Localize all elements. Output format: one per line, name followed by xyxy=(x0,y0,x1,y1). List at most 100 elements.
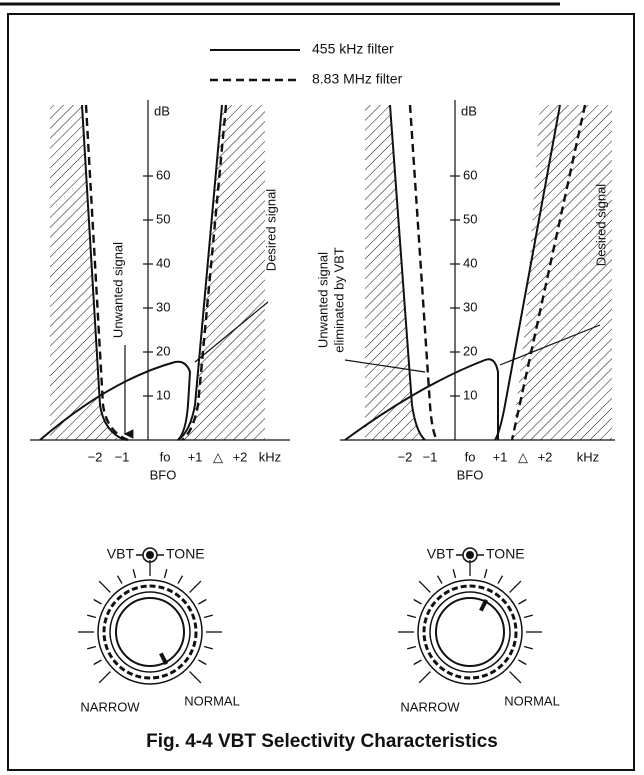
dial-tick xyxy=(203,614,213,619)
right-plot: Unwanted signal eliminated by VBT Desire… xyxy=(315,100,615,441)
dial-tick xyxy=(98,671,111,684)
x-tick-label: −2 xyxy=(88,449,103,464)
dial-tick xyxy=(483,569,488,579)
left-plot: Unwanted signal Desired signal xyxy=(30,100,290,442)
y-tick-label: 50 xyxy=(156,211,170,226)
dial-tick xyxy=(418,580,431,593)
dial-tick xyxy=(518,598,527,605)
y-tick-label: 30 xyxy=(463,299,477,314)
x-tick-label: +1 xyxy=(493,449,508,464)
annotation: Unwanted signal xyxy=(110,242,125,338)
knob-ring xyxy=(429,591,511,673)
hatch xyxy=(512,105,612,440)
knob-cap xyxy=(435,597,505,667)
leader xyxy=(499,324,601,366)
x-label: BFO xyxy=(457,467,484,482)
y-tick-label: 10 xyxy=(463,387,477,402)
knob-cap xyxy=(115,597,185,667)
annotation: Unwanted signal xyxy=(315,252,330,348)
annotation: Desired signal xyxy=(593,184,608,266)
dial-tick xyxy=(189,580,202,593)
dial-tick xyxy=(98,580,111,593)
pointer xyxy=(159,652,169,665)
dial-tick xyxy=(413,659,422,666)
x-tick-label: △ xyxy=(213,449,223,464)
y-tick-label: 10 xyxy=(156,387,170,402)
dial-tick xyxy=(163,569,168,579)
filter-curve xyxy=(389,104,426,441)
y-unit: dB xyxy=(461,103,477,118)
dial-tick xyxy=(452,569,457,579)
dial-tick xyxy=(93,659,102,666)
filter-curve xyxy=(510,104,587,441)
x-tick-label: kHz xyxy=(259,449,281,464)
x-tick-label: +2 xyxy=(233,449,248,464)
y-tick-label: 30 xyxy=(156,299,170,314)
frame xyxy=(7,13,635,771)
knob-label: VBT xyxy=(427,546,455,562)
dial-tick xyxy=(418,671,431,684)
filter-curve xyxy=(494,104,561,441)
dial-tick xyxy=(407,645,417,650)
leader xyxy=(194,301,269,363)
hatch xyxy=(50,105,120,440)
y-tick-label: 60 xyxy=(156,167,170,182)
dial-tick xyxy=(497,575,504,584)
y-tick-label: 20 xyxy=(156,343,170,358)
knob-label: NORMAL xyxy=(504,693,560,708)
filter-curve xyxy=(408,104,439,441)
knob-label: NORMAL xyxy=(184,693,240,708)
annotation: Desired signal xyxy=(263,189,278,271)
x-tick-label: −2 xyxy=(398,449,413,464)
filter-curve xyxy=(81,104,126,441)
dial-tick xyxy=(436,575,443,584)
legend-label: 8.83 MHz filter xyxy=(312,71,403,87)
dial-tick xyxy=(87,614,97,619)
annotation: eliminated by VBT xyxy=(331,247,346,353)
dial-tick xyxy=(509,671,522,684)
y-tick-label: 20 xyxy=(463,343,477,358)
knob-label: NARROW xyxy=(80,699,140,714)
dial-tick xyxy=(198,659,207,666)
knob-ring xyxy=(97,579,203,685)
switch-dot xyxy=(466,551,474,559)
x-tick-label: +1 xyxy=(188,449,203,464)
dial-tick xyxy=(177,575,184,584)
dial-tick xyxy=(132,569,137,579)
knob-label: VBT xyxy=(107,546,135,562)
filter-curve xyxy=(181,104,228,441)
knob-label: TONE xyxy=(166,546,205,562)
x-tick-label: −1 xyxy=(115,449,130,464)
caption: Fig. 4-4 VBT Selectivity Characteristics xyxy=(146,731,498,752)
pointer xyxy=(479,599,489,612)
switch-dot xyxy=(146,551,154,559)
legend-label: 455 kHz filter xyxy=(312,41,394,57)
y-unit: dB xyxy=(154,103,170,118)
hatch xyxy=(365,105,425,440)
x-label: BFO xyxy=(150,467,177,482)
leader xyxy=(344,359,426,373)
dial-tick xyxy=(87,645,97,650)
knob-ring xyxy=(417,579,523,685)
dial-tick xyxy=(413,598,422,605)
dial-tick xyxy=(203,645,213,650)
dial-tick xyxy=(407,614,417,619)
knob-label: NARROW xyxy=(400,699,460,714)
dial-tick xyxy=(523,614,533,619)
x-tick-label: fo xyxy=(465,449,476,464)
knob-ring xyxy=(109,591,191,673)
dial-tick xyxy=(523,645,533,650)
x-tick-label: kHz xyxy=(577,449,599,464)
signal-curve xyxy=(39,360,192,441)
dial-tick xyxy=(189,671,202,684)
y-tick-label: 50 xyxy=(463,211,477,226)
dial-tick xyxy=(93,598,102,605)
y-tick-label: 60 xyxy=(463,167,477,182)
x-tick-label: fo xyxy=(160,449,171,464)
dial-tick xyxy=(518,659,527,666)
x-tick-label: −1 xyxy=(423,449,438,464)
signal-curve xyxy=(344,358,499,441)
generated: dB 10 20 30 40 50 60 −2 −1 fo +1 △ +2 kHz BFO dB 10 20 30 4… xyxy=(78,103,599,714)
knob-ring xyxy=(422,584,518,680)
